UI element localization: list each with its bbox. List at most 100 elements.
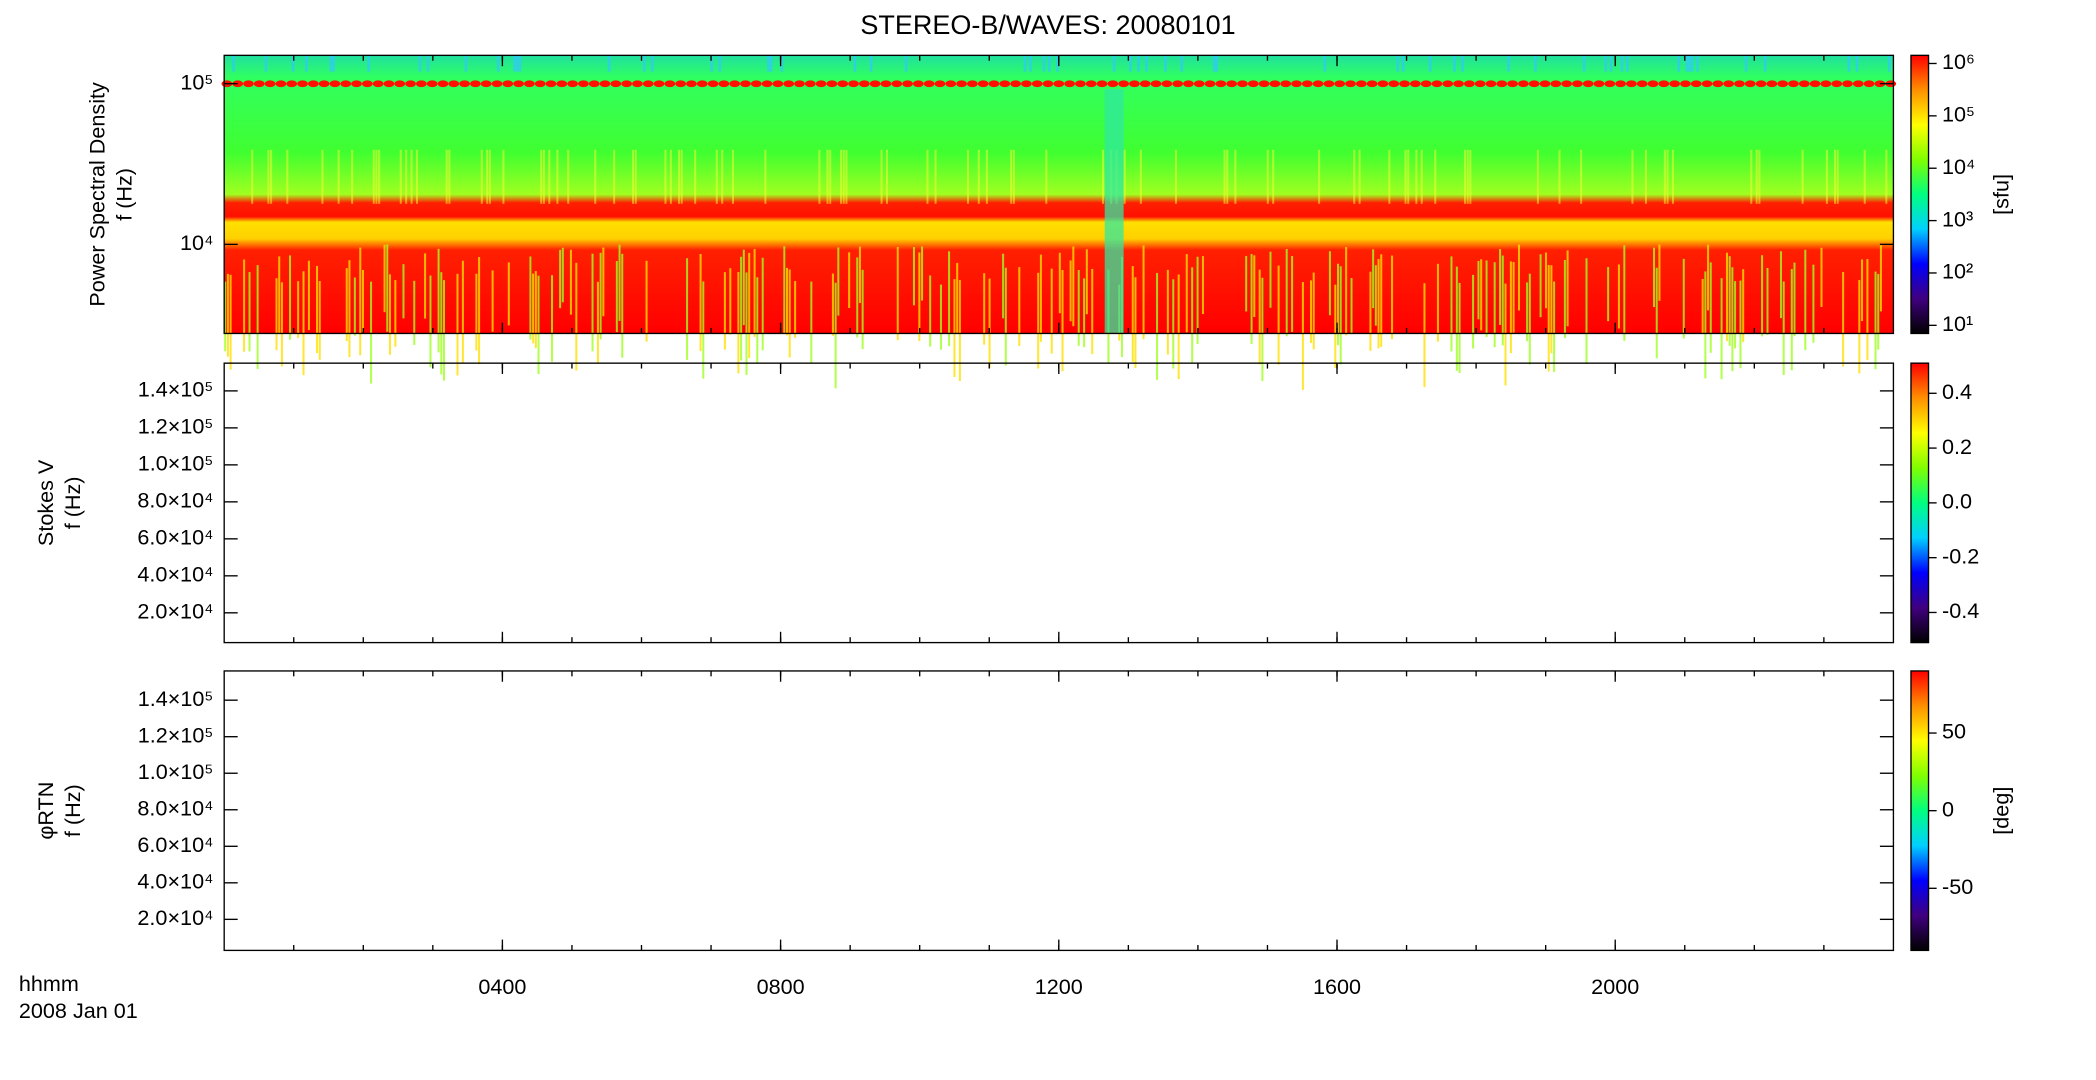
spectrogram-streak bbox=[1544, 252, 1548, 309]
y-tick-label: 2.0×10⁴ bbox=[137, 905, 213, 930]
spectrogram-streak bbox=[1056, 55, 1059, 72]
spectrogram-streak bbox=[1863, 149, 1866, 204]
spectrogram-streak bbox=[1866, 259, 1869, 361]
spectrogram-line bbox=[1734, 80, 1745, 88]
spectrogram-streak bbox=[1834, 149, 1837, 204]
y-axis-label: f (Hz) bbox=[111, 168, 136, 221]
spectrogram-streak bbox=[1509, 261, 1512, 354]
spectrogram-streak bbox=[1617, 264, 1620, 329]
spectrogram-streak bbox=[858, 246, 861, 303]
spectrogram-streak bbox=[1172, 279, 1175, 369]
spectrogram-streak bbox=[264, 55, 268, 72]
spectrogram-streak bbox=[977, 149, 980, 204]
spectrogram-streak bbox=[1607, 267, 1610, 322]
spectrogram-streak bbox=[251, 149, 254, 204]
spectrogram-streak bbox=[1396, 55, 1400, 72]
spectrogram-line bbox=[1863, 80, 1875, 88]
spectrogram-streak bbox=[486, 149, 489, 204]
spectrogram-streak bbox=[307, 260, 310, 331]
spectrogram-line bbox=[1474, 80, 1486, 88]
y-tick-label: 4.0×10⁴ bbox=[137, 562, 213, 587]
spectrogram-streak bbox=[1312, 272, 1315, 350]
spectrogram-line bbox=[1042, 80, 1054, 88]
spectrogram-streak bbox=[1493, 262, 1496, 348]
spectrogram-line bbox=[253, 80, 265, 88]
spectrogram-streak bbox=[677, 149, 680, 204]
spectrogram-streak bbox=[1793, 262, 1796, 337]
spectrogram-streak bbox=[958, 280, 961, 382]
spectrogram-streak bbox=[267, 149, 270, 204]
spectrogram-streak bbox=[1536, 149, 1539, 204]
spectrogram-streak bbox=[764, 149, 767, 204]
spectrogram-streak bbox=[1156, 272, 1159, 380]
spectrogram-streak bbox=[456, 273, 459, 376]
spectrogram-streak bbox=[1212, 55, 1216, 72]
spectrogram-streak bbox=[669, 149, 672, 204]
spectrogram-streak bbox=[488, 149, 491, 204]
spectrogram-line bbox=[307, 80, 319, 88]
spectrogram-streak bbox=[1547, 265, 1550, 372]
spectrogram-streak bbox=[861, 269, 864, 350]
spectrogram-streak bbox=[634, 149, 637, 204]
spectrogram-streak bbox=[1631, 149, 1634, 204]
spectrogram-streak bbox=[1734, 281, 1737, 349]
spectrogram-streak bbox=[378, 149, 381, 204]
spectrogram-line bbox=[405, 80, 416, 88]
spectrogram-streak bbox=[1145, 55, 1148, 72]
spectrogram-streak bbox=[742, 249, 745, 326]
spectrogram-line bbox=[945, 80, 957, 88]
y-axis-label: φRTN bbox=[33, 782, 58, 840]
spectrogram-streak bbox=[388, 274, 391, 355]
colorbar bbox=[1910, 362, 1930, 644]
spectrogram-streak bbox=[1671, 149, 1674, 204]
spectrogram-streak bbox=[737, 272, 740, 374]
spectrogram-streak bbox=[1855, 55, 1859, 72]
spectrogram-line bbox=[696, 80, 708, 88]
spectrogram-line bbox=[1204, 80, 1216, 88]
spectrogram-streak bbox=[1415, 149, 1418, 204]
spectrogram-streak bbox=[1291, 255, 1294, 332]
spectrogram-line bbox=[740, 80, 751, 88]
spectrogram-streak bbox=[542, 149, 545, 204]
spectrogram-streak bbox=[1174, 149, 1177, 204]
y-axis-label: Stokes V bbox=[33, 459, 58, 546]
spectrogram-line bbox=[1712, 80, 1724, 88]
spectrogram-line bbox=[1258, 80, 1270, 88]
spectrogram-streak bbox=[953, 279, 956, 378]
spectrogram-streak bbox=[1350, 278, 1353, 334]
spectrogram-streak bbox=[594, 149, 597, 204]
spectrogram-streak bbox=[718, 55, 722, 72]
spectrogram-line bbox=[1291, 80, 1302, 88]
colorbar-label: [sfu] bbox=[1989, 174, 2014, 215]
spectrogram-line bbox=[1226, 80, 1238, 88]
spectrogram-streak bbox=[1048, 55, 1051, 72]
spectrogram-line bbox=[1539, 80, 1551, 88]
spectrogram-streak bbox=[337, 149, 340, 204]
spectrogram-line bbox=[534, 80, 546, 88]
spectrogram-line bbox=[1680, 80, 1691, 88]
spectrogram-streak bbox=[1223, 149, 1226, 204]
plot-frame bbox=[223, 362, 1895, 644]
spectrogram-streak bbox=[1401, 55, 1405, 72]
colorbar-tick-label: 0.0 bbox=[1942, 489, 1972, 514]
spectrogram-streak bbox=[810, 281, 813, 363]
spectrogram-streak bbox=[1423, 283, 1426, 388]
spectrogram-streak bbox=[1045, 149, 1048, 204]
spectrogram-streak bbox=[650, 55, 654, 72]
chart-title: STEREO-B/WAVES: 20080101 bbox=[860, 10, 1235, 40]
spectrogram-line bbox=[1020, 80, 1032, 88]
spectrogram-streak bbox=[794, 281, 797, 338]
spectrogram-streak bbox=[740, 256, 743, 361]
spectrogram-streak bbox=[1391, 255, 1394, 340]
spectrogram-line bbox=[1139, 80, 1151, 88]
spectrogram-line bbox=[1129, 80, 1140, 88]
spectrogram-line bbox=[858, 80, 870, 88]
spectrogram-line bbox=[1345, 80, 1356, 88]
spectrogram-streak bbox=[1504, 283, 1507, 386]
spectrogram-streak bbox=[869, 55, 873, 72]
spectrogram-line bbox=[1604, 80, 1616, 88]
spectrogram-streak bbox=[1337, 263, 1340, 346]
spectrogram-streak bbox=[410, 149, 413, 204]
spectrogram-line bbox=[1777, 80, 1789, 88]
spectrogram-streak bbox=[613, 149, 616, 204]
